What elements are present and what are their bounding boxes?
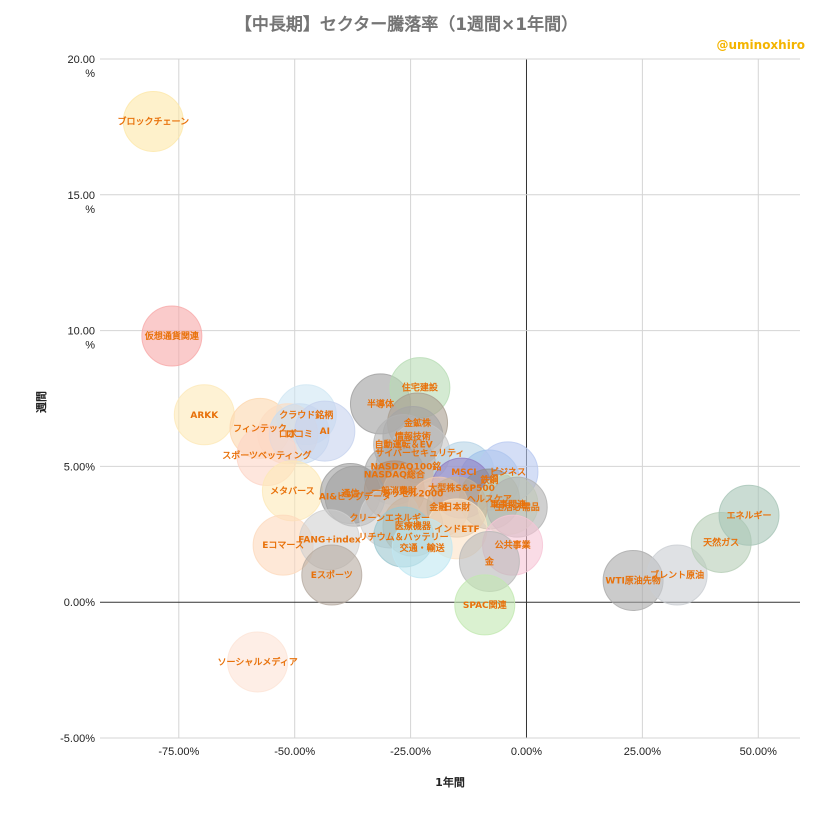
bubble-label: フィンテック (233, 423, 287, 434)
bubble (294, 400, 356, 462)
bubble (454, 574, 516, 636)
bubble-label: ARKK (190, 411, 219, 421)
bubble-label: 医療機器 (395, 520, 432, 532)
bubble (391, 517, 453, 579)
x-tick-label: 25.00% (624, 746, 662, 758)
bubble-label: AI (320, 427, 330, 437)
bubble-label: 鉄鋼 (480, 474, 498, 486)
bubble-label: FANG+index (298, 536, 361, 546)
y-tick-label: 10.00 (67, 326, 95, 338)
bubble-label: 軍事関連 (490, 498, 527, 510)
bubble-label: 天然ガス (703, 536, 739, 548)
bubble-label: 一般消費財 (372, 485, 417, 497)
credit-label: @uminoxhiro (716, 38, 805, 52)
bubble-label: NASDAQ100銘 (371, 460, 442, 472)
bubble-label: サイバーセキュリティ (375, 448, 464, 459)
bubble (718, 484, 780, 546)
y-tick-label-unit: % (85, 68, 95, 80)
bubble-label: ソーシャルメディア (218, 656, 298, 668)
bubble-label: MSCI (451, 468, 476, 478)
bubble-label: 住宅建設 (402, 382, 439, 394)
bubble-label: 金鉱株 (403, 417, 432, 429)
bubble-label: 日本財 (443, 501, 470, 513)
bubble-label: インドETF (434, 524, 479, 535)
bubble-label: 半導体 (367, 398, 395, 410)
bubble-label: Eスポーツ (311, 569, 353, 581)
y-axis-label: 週間 (34, 391, 48, 413)
bubble-label: 自動運転＆EV (375, 439, 433, 451)
y-tick-label: 15.00 (67, 190, 95, 202)
x-axis-label: 1年間 (435, 775, 465, 789)
bubble-label: ブレント原油 (650, 569, 704, 581)
bubble-label: ブロックチェーン (118, 115, 190, 127)
bubble (301, 544, 363, 606)
y-tick-label: 20.00 (67, 54, 95, 66)
bubble-label: 大型株S&P500 (428, 482, 495, 494)
bubble-label: クリーンエネルギー (349, 512, 430, 524)
y-tick-label: 0.00% (64, 597, 95, 609)
bubble-label: SPAC関連 (463, 599, 508, 611)
bubble-label: AI&ビッグデータ (319, 490, 391, 502)
axis-ticks: -75.00% -50.00% -25.00% 0.00% 25.00% 50.00% 20… (60, 54, 777, 758)
bubble-label: WTI原油先物 (605, 574, 660, 586)
bubble-label: ラッセル2000 (382, 489, 443, 500)
bubble-label: ビジネス (490, 466, 526, 478)
bubble-label: リチウム＆バッテリー (359, 532, 449, 543)
y-tick-label: 5.00% (64, 461, 95, 473)
x-tick-label: 0.00% (511, 746, 542, 758)
chart-title: 【中長期】セクター騰落率（1週間×1年間） (234, 15, 579, 35)
bubble-label: 金 (484, 555, 495, 567)
bubble-label: クラウド銘柄 (279, 409, 333, 421)
bubble-label: NASDAQ総合 (364, 469, 426, 481)
bubble-label: メタバース (270, 485, 315, 497)
bubbles (122, 90, 780, 693)
bubble (646, 544, 708, 606)
bubble-label: ロボ (279, 428, 297, 440)
bubble-label: 交通・輸送 (400, 542, 446, 554)
bubble (122, 90, 184, 152)
y-tick-label-unit: % (85, 340, 95, 352)
bubble-label: ロコミ (286, 429, 313, 440)
bubble (227, 631, 289, 693)
bubble-label: 生活必需品 (495, 501, 540, 513)
x-tick-label: -50.00% (274, 746, 315, 758)
x-tick-label: -75.00% (158, 746, 199, 758)
bubble (141, 305, 203, 367)
bubble-label: エネルギー (726, 509, 771, 521)
y-tick-label-unit: % (85, 204, 95, 216)
x-tick-label: -25.00% (390, 746, 431, 758)
y-tick-label: -5.00% (60, 733, 95, 745)
bubble-label: スポーツベッティング (222, 450, 311, 462)
bubble-label: ヘルスケア (467, 494, 512, 505)
x-tick-label: 50.00% (740, 746, 778, 758)
bubble-label: 通信 (341, 488, 359, 500)
bubble-label: 公共事業 (495, 539, 532, 551)
bubble-label: 情報技術 (394, 431, 431, 443)
bubble-label: 仮想通貨関連 (144, 330, 200, 342)
bubble-label: Eコマース (262, 540, 304, 551)
bubble-label: 金融 (428, 501, 447, 513)
